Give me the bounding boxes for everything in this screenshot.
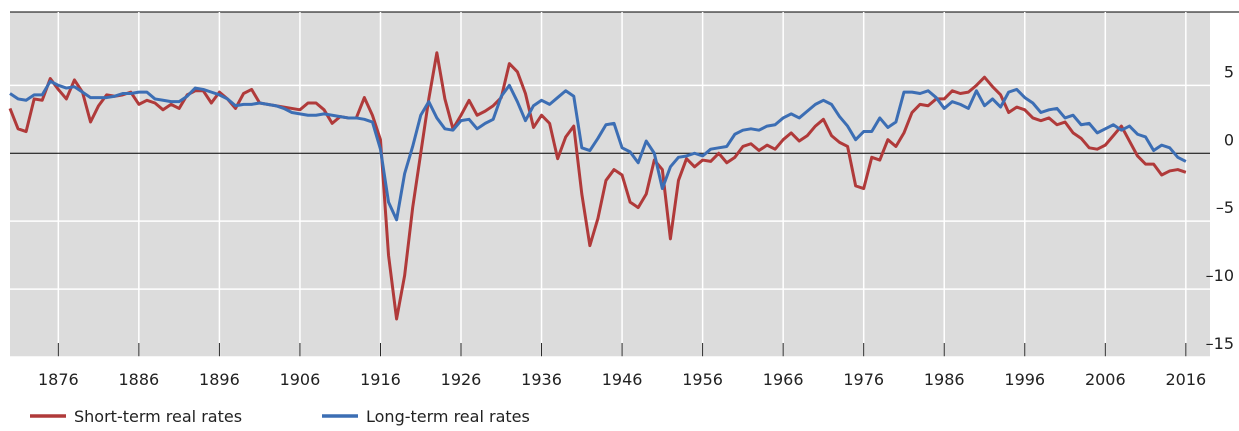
x-tick-label: 2016 bbox=[1165, 370, 1206, 389]
y-tick-label: –15 bbox=[1206, 334, 1234, 353]
plot-background bbox=[10, 12, 1210, 357]
x-tick-label: 1916 bbox=[360, 370, 401, 389]
x-tick-label: 1876 bbox=[38, 370, 79, 389]
legend-label: Short-term real rates bbox=[74, 407, 242, 426]
y-tick-label: –5 bbox=[1216, 198, 1234, 217]
x-tick-label: 1986 bbox=[924, 370, 965, 389]
x-tick-label: 1936 bbox=[521, 370, 562, 389]
y-tick-label: 5 bbox=[1224, 62, 1234, 81]
x-tick-label: 1976 bbox=[843, 370, 884, 389]
y-tick-label: –10 bbox=[1206, 266, 1234, 285]
x-tick-label: 1906 bbox=[280, 370, 321, 389]
x-tick-label: 1896 bbox=[199, 370, 240, 389]
x-tick-label: 2006 bbox=[1085, 370, 1126, 389]
y-tick-label: 0 bbox=[1224, 130, 1234, 149]
series-line bbox=[9, 79, 1187, 222]
x-tick-label: 1886 bbox=[118, 370, 159, 389]
legend-label: Long-term real rates bbox=[366, 407, 530, 426]
x-tick-label: 1946 bbox=[602, 370, 643, 389]
series-line bbox=[8, 51, 1187, 321]
x-tick-label: 1956 bbox=[682, 370, 723, 389]
x-tick-label: 1996 bbox=[1004, 370, 1045, 389]
x-tick-label: 1926 bbox=[441, 370, 482, 389]
x-tick-label: 1966 bbox=[763, 370, 804, 389]
